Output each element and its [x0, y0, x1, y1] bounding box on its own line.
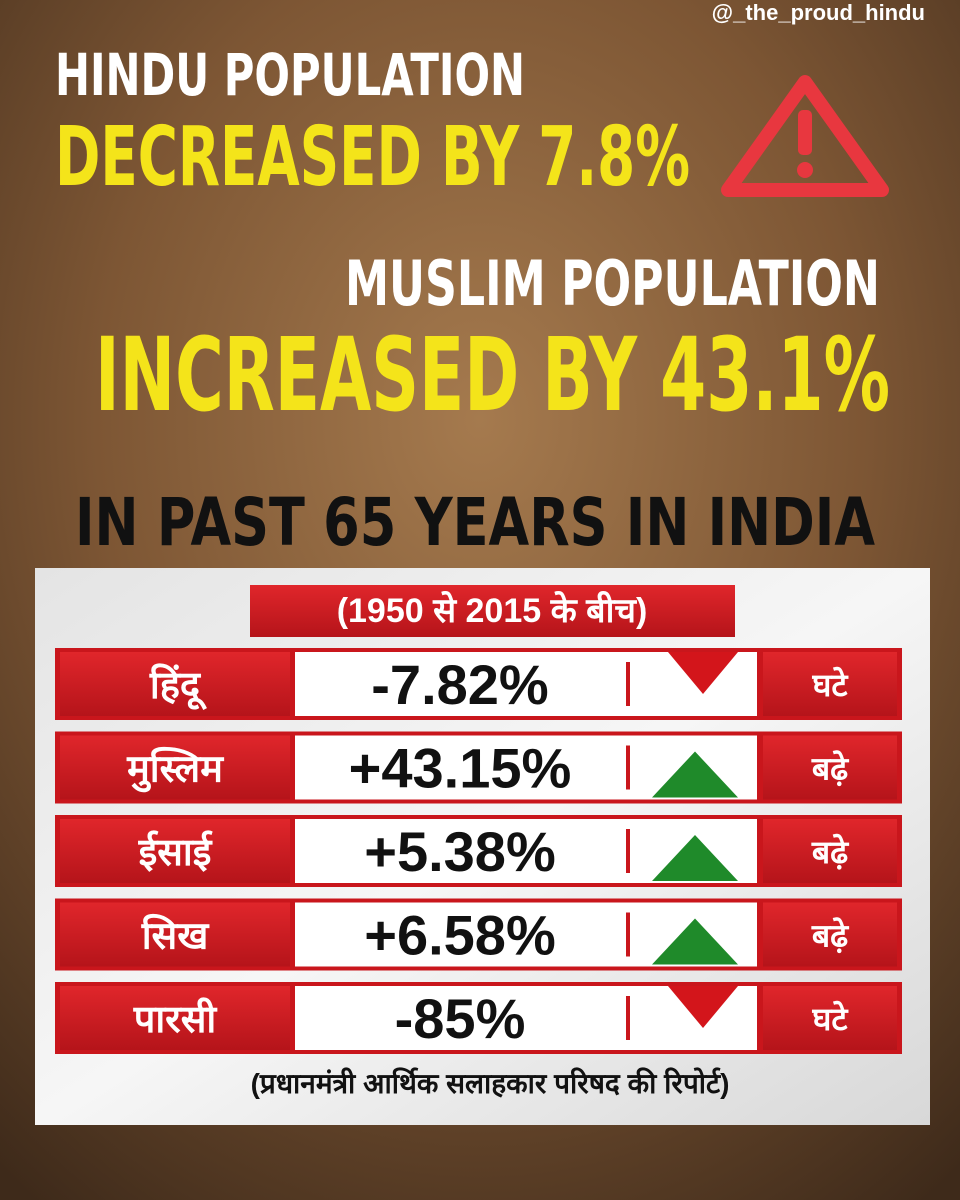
change-value: -7.82%	[371, 653, 548, 716]
status-cell	[763, 902, 897, 967]
status-label: बढ़े	[811, 833, 849, 870]
up-arrow	[652, 918, 738, 965]
headline-1: HINDU POPULATION	[55, 41, 525, 109]
status-cell	[763, 652, 897, 716]
up-arrow	[652, 751, 738, 798]
group-name: ईसाई	[138, 830, 214, 874]
group-cell	[60, 902, 290, 967]
headline-5: IN PAST 65 YEARS IN INDIA	[75, 484, 875, 561]
change-value: +5.38%	[364, 820, 556, 883]
status-label: घटे	[811, 666, 849, 703]
status-label: बढ़े	[811, 917, 849, 954]
group-cell	[60, 735, 290, 800]
group-name: सिख	[141, 914, 211, 958]
up-arrow	[652, 835, 738, 881]
status-label: बढ़े	[811, 750, 849, 787]
status-cell	[763, 819, 897, 883]
status-cell	[763, 986, 897, 1050]
group-name: हिंदू	[149, 663, 207, 710]
group-cell	[60, 986, 290, 1050]
headline-2: DECREASED BY 7.8%	[55, 110, 690, 205]
headline-3: MUSLIM POPULATION	[345, 247, 880, 320]
down-arrow	[668, 986, 738, 1028]
change-value: -85%	[395, 987, 526, 1050]
group-name: मुस्लिम	[126, 747, 224, 793]
headline-4: INCREASED BY 43.1%	[95, 316, 890, 435]
period: (1950 से 2015 के बीच)	[337, 590, 648, 630]
down-arrow	[668, 652, 738, 694]
table-rows: हिंदू -7.82% घटे मुस्लिम +43.15% बढ़े ईसाई +5.3…	[55, 648, 902, 1054]
source: (प्रधानमंत्री आर्थिक सलाहकार परिषद की रि…	[251, 1067, 730, 1099]
group-name: पारसी	[133, 997, 218, 1041]
handle: @_the_proud_hindu	[712, 0, 925, 25]
period-box	[250, 585, 735, 637]
change-value: +43.15%	[349, 737, 572, 800]
status-cell	[763, 735, 897, 800]
warning-icon	[721, 75, 889, 197]
group-cell	[60, 652, 290, 716]
status-label: घटे	[811, 1000, 849, 1037]
group-cell	[60, 819, 290, 883]
change-value: +6.58%	[364, 904, 556, 967]
